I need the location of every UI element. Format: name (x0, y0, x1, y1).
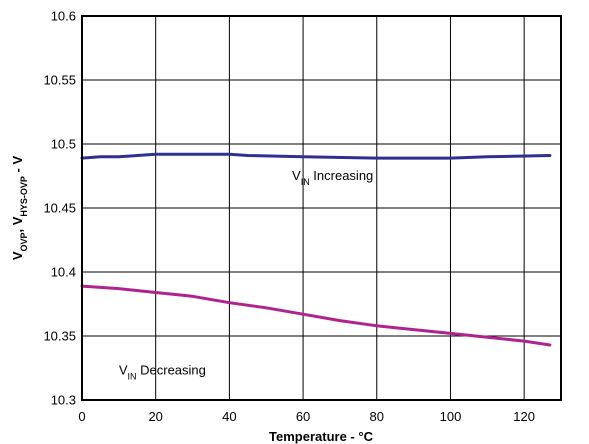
grid (82, 16, 561, 400)
x-tick-label: 20 (148, 409, 162, 424)
y-tick-label: 10.55 (43, 73, 76, 88)
x-tick-label: 100 (440, 409, 462, 424)
x-tick-label: 120 (513, 409, 535, 424)
y-tick-label: 10.6 (51, 9, 76, 24)
y-tick-label: 10.35 (43, 329, 76, 344)
y-tick-label: 10.3 (51, 393, 76, 408)
plot-frame (81, 15, 562, 401)
annotations: VIN Increasing VIN Decreasing (119, 168, 373, 382)
x-tick-label: 60 (296, 409, 310, 424)
y-tick-label: 10.5 (51, 137, 76, 152)
y-axis-label: VOVP, VHYS-OVP - V (10, 156, 29, 261)
y-tick-label: 10.4 (51, 265, 76, 280)
x-tick-label: 40 (222, 409, 236, 424)
x-axis-label: Temperature - °C (269, 429, 374, 444)
series-line-2 (80, 284, 552, 347)
y-tick-label: 10.45 (43, 201, 76, 216)
annotation-1: VIN Increasing (292, 168, 373, 187)
annotation-2: VIN Decreasing (119, 362, 206, 381)
x-tick-label: 0 (78, 409, 85, 424)
series-group (80, 152, 552, 347)
y-tick-labels: 10.3 10.35 10.4 10.45 10.5 10.55 10.6 (43, 9, 76, 408)
series-line-1 (80, 152, 552, 160)
x-tick-label: 80 (370, 409, 384, 424)
x-tick-labels: 0 20 40 60 80 100 120 (78, 409, 535, 424)
